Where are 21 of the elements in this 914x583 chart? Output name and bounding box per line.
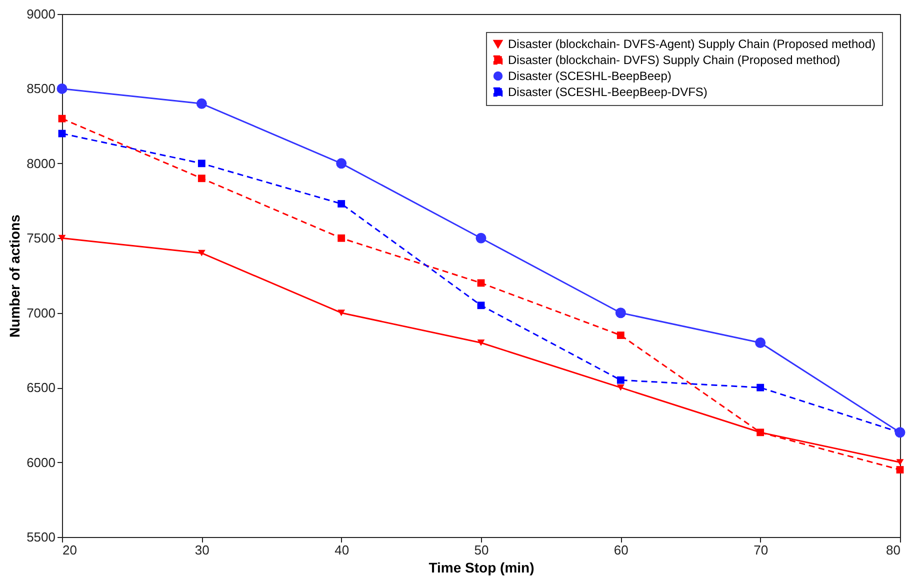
legend-label: Disaster (blockchain- DVFS-Agent) Supply Chain (Proposed method) xyxy=(508,37,876,51)
x-tick-label: 80 xyxy=(886,542,900,558)
y-tick-label: 6000 xyxy=(26,454,56,470)
legend-label: Disaster (SCESHL-BeepBeep-DVFS) xyxy=(508,85,708,99)
x-tick-label: 20 xyxy=(62,542,77,558)
x-tick-label: 50 xyxy=(474,542,489,558)
legend-label: Disaster (SCESHL-BeepBeep) xyxy=(508,69,672,83)
x-tick-label: 40 xyxy=(334,542,350,558)
y-tick-label: 7000 xyxy=(26,305,56,320)
x-tick-label: 60 xyxy=(614,542,628,558)
x-tick-label: 30 xyxy=(194,542,210,558)
y-tick-label: 7500 xyxy=(26,230,56,246)
y-axis-title: Number of actions xyxy=(6,214,23,338)
y-tick-label: 8500 xyxy=(26,81,56,96)
legend-label: Disaster (blockchain- DVFS) Supply Chain (Proposed method) xyxy=(508,53,840,67)
x-tick-label: 70 xyxy=(754,542,768,558)
y-tick-label: 5500 xyxy=(26,530,56,544)
y-tick-label: 6500 xyxy=(26,380,56,396)
y-tick-label: 8000 xyxy=(26,156,56,171)
y-tick-label: 9000 xyxy=(26,6,56,22)
x-axis-title: Time Stop (min) xyxy=(428,560,534,576)
